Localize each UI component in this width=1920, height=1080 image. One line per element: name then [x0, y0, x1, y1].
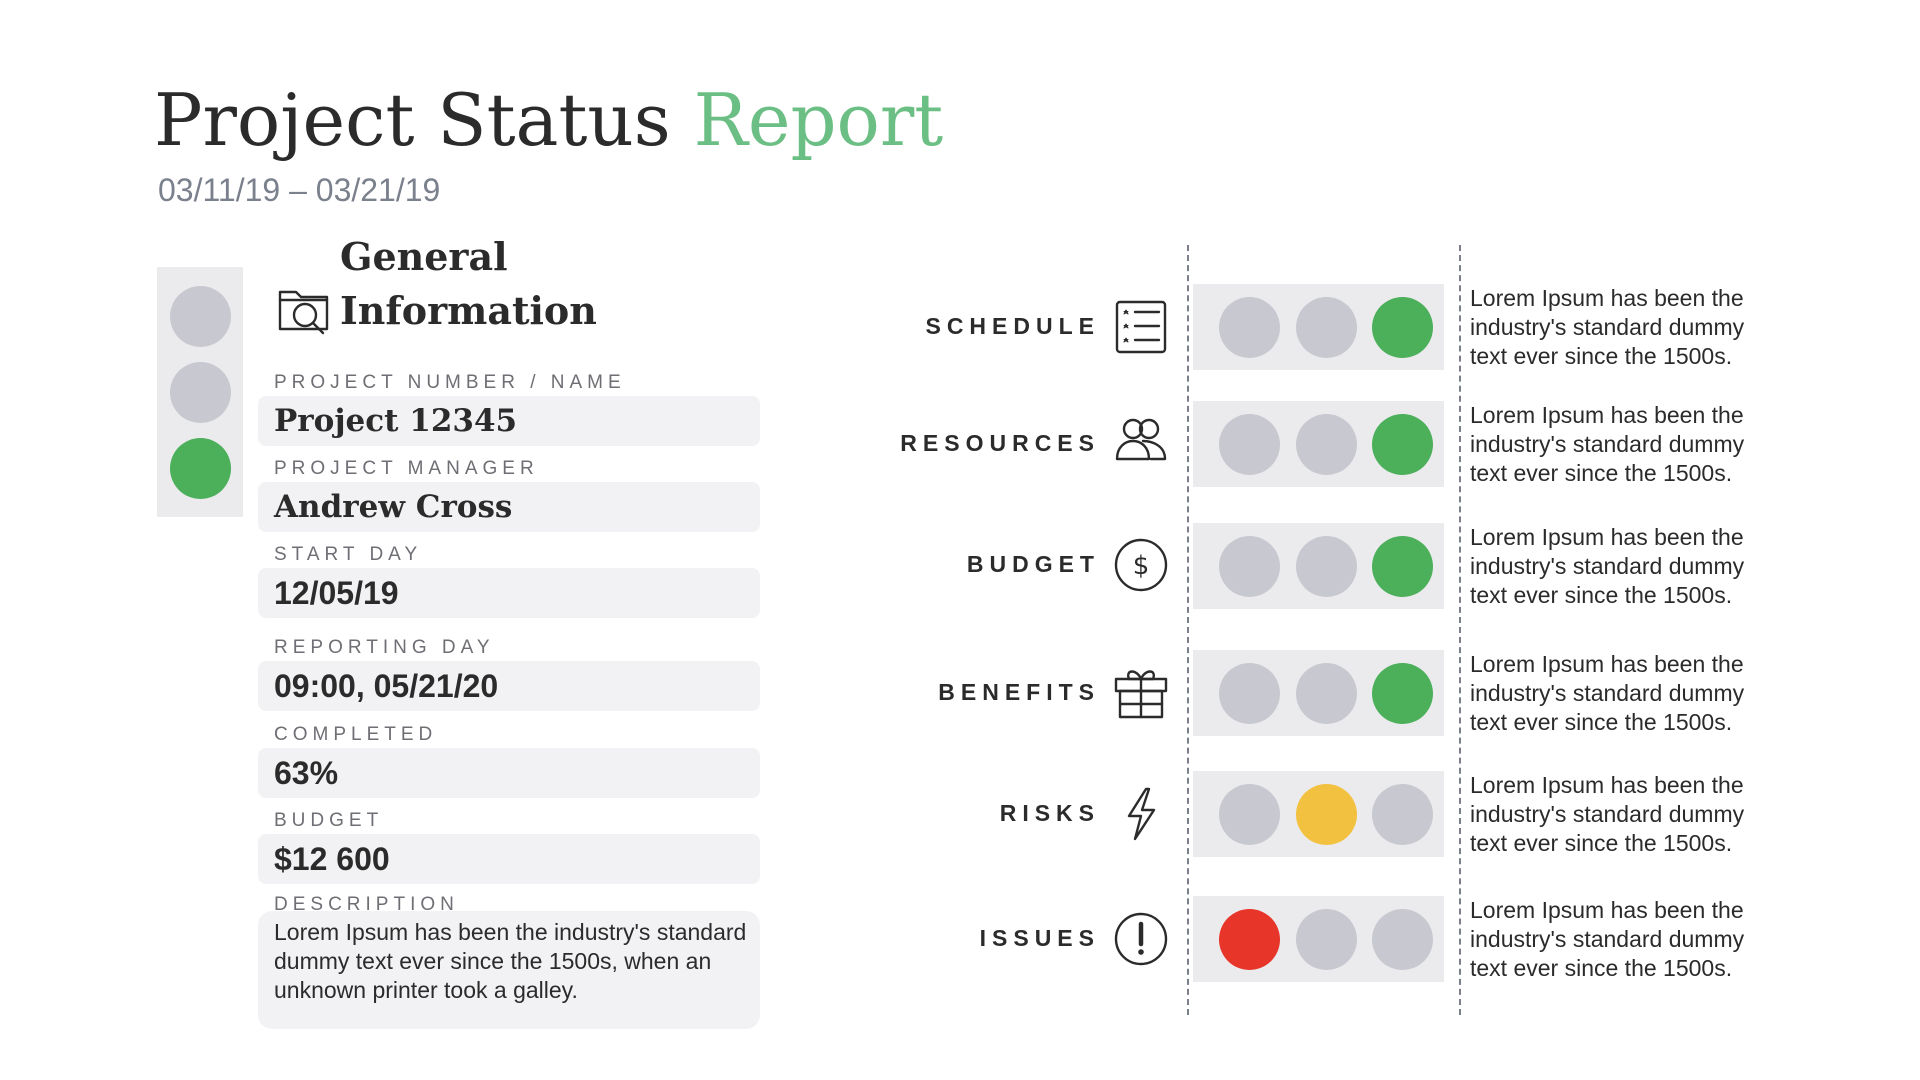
- light-green: [1372, 909, 1433, 970]
- row-label-benefits: BENEFITS: [938, 679, 1100, 705]
- folder-search-icon: [278, 290, 329, 335]
- overall-light-green: [170, 438, 231, 499]
- start-day-value: 12/05/19: [274, 575, 399, 611]
- gift-icon: [1114, 670, 1168, 719]
- light-yellow: [1296, 414, 1357, 475]
- light-green: [1372, 297, 1433, 358]
- row-label-risks: RISKS: [999, 800, 1100, 826]
- svg-text:$: $: [1133, 551, 1150, 581]
- description-text: Lorem Ipsum has been the industry's stan…: [274, 919, 747, 1003]
- row-label-schedule: SCHEDULE: [925, 313, 1100, 339]
- completed-label: COMPLETED: [274, 724, 438, 745]
- row-text-issues: Lorem Ipsum has been the industry's stan…: [1470, 897, 1745, 981]
- light-red: [1219, 536, 1280, 597]
- description-label: DESCRIPTION: [274, 894, 459, 915]
- traffic-light-budget: [1193, 523, 1444, 609]
- row-label-budget: BUDGET: [966, 551, 1100, 577]
- general-information-heading: General Information: [340, 230, 597, 338]
- overall-traffic-light: [157, 267, 243, 517]
- project-manager-value: Andrew Cross: [274, 489, 513, 525]
- row-text-risks: Lorem Ipsum has been the industry's stan…: [1470, 772, 1745, 856]
- light-green: [1372, 784, 1433, 845]
- overall-light-yellow: [170, 362, 231, 423]
- separator-right: [1459, 245, 1461, 1015]
- exclamation-icon: [1114, 912, 1168, 966]
- row-text-schedule: Lorem Ipsum has been the industry's stan…: [1470, 285, 1745, 369]
- reporting-day-label: REPORTING DAY: [274, 637, 495, 658]
- row-text-resources: Lorem Ipsum has been the industry's stan…: [1470, 402, 1745, 486]
- traffic-light-risks: [1193, 771, 1444, 857]
- light-green: [1372, 536, 1433, 597]
- people-icon: [1115, 418, 1167, 461]
- reporting-day-value: 09:00, 05/21/20: [274, 668, 499, 704]
- light-green: [1372, 663, 1433, 724]
- light-yellow: [1296, 663, 1357, 724]
- budget-field: [258, 834, 760, 884]
- traffic-light-resources: [1193, 401, 1444, 487]
- project-manager-field: [258, 482, 760, 532]
- light-red: [1219, 297, 1280, 358]
- checklist-icon: [1115, 300, 1167, 354]
- light-red: [1219, 909, 1280, 970]
- light-red: [1219, 784, 1280, 845]
- light-yellow: [1296, 784, 1357, 845]
- traffic-light-schedule: [1193, 284, 1444, 370]
- light-yellow: [1296, 297, 1357, 358]
- start-day-field: [258, 568, 760, 618]
- reporting-day-field: [258, 661, 760, 711]
- description-field: [258, 911, 760, 1029]
- start-day-label: START DAY: [274, 544, 423, 565]
- page-title: Project Status Report: [154, 74, 943, 166]
- overall-light-red: [170, 286, 231, 347]
- row-text-budget: Lorem Ipsum has been the industry's stan…: [1470, 524, 1745, 608]
- budget-value: $12 600: [274, 841, 390, 877]
- title-main: Project Status: [154, 78, 671, 162]
- light-yellow: [1296, 536, 1357, 597]
- completed-field: [258, 748, 760, 798]
- project-manager-label: PROJECT MANAGER: [274, 458, 539, 479]
- project-number-field: [258, 396, 760, 446]
- light-green: [1372, 414, 1433, 475]
- lightning-icon: [1127, 787, 1156, 841]
- project-number-value: Project 12345: [274, 403, 518, 439]
- row-text-benefits: Lorem Ipsum has been the industry's stan…: [1470, 651, 1745, 735]
- heading-line-1: General: [340, 234, 508, 279]
- row-label-issues: ISSUES: [979, 925, 1100, 951]
- light-yellow: [1296, 909, 1357, 970]
- title-accent: Report: [693, 78, 944, 162]
- project-number-label: PROJECT NUMBER / NAME: [274, 372, 626, 393]
- light-red: [1219, 414, 1280, 475]
- date-range: 03/11/19 – 03/21/19: [158, 172, 441, 208]
- completed-value: 63%: [274, 755, 339, 791]
- traffic-light-issues: [1193, 896, 1444, 982]
- row-label-resources: RESOURCES: [900, 430, 1100, 456]
- traffic-light-benefits: [1193, 650, 1444, 736]
- separator-left: [1187, 245, 1189, 1015]
- heading-line-2: Information: [340, 288, 597, 333]
- light-red: [1219, 663, 1280, 724]
- budget-label: BUDGET: [274, 810, 384, 831]
- dollar-icon: $: [1114, 538, 1168, 592]
